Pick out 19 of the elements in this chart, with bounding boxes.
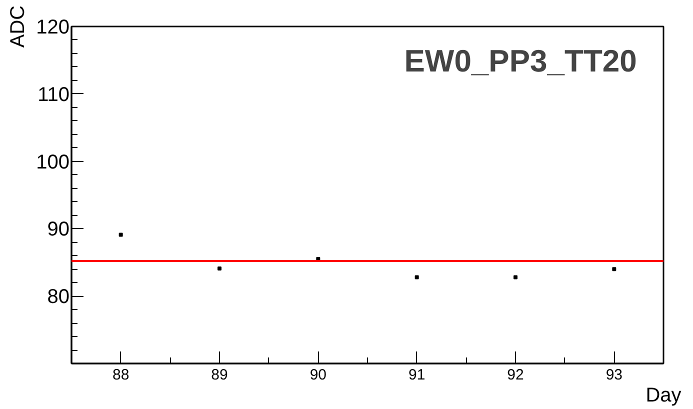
x-tick-label: 88	[112, 366, 130, 384]
point	[612, 267, 616, 272]
x-tick-label: 91	[408, 366, 426, 384]
y-tick-label: 80	[47, 286, 70, 308]
x-axis-title: Day	[646, 384, 682, 406]
text: EW0_PP3_TT20	[404, 43, 637, 78]
y-tick-label: 120	[36, 16, 70, 38]
y-tick-label: 100	[36, 151, 70, 174]
point	[414, 275, 419, 280]
x-tick-label: 90	[310, 366, 327, 384]
point	[514, 275, 518, 280]
y-axis-title: ADC	[7, 5, 30, 48]
point	[118, 232, 123, 237]
x-tick-label: 92	[507, 366, 524, 384]
y-tick-label: 110	[38, 84, 70, 106]
x-tick-label: 93	[606, 366, 623, 384]
point	[218, 266, 222, 270]
x-tick-label: 89	[211, 366, 228, 384]
y-tick-label: 90	[47, 218, 70, 241]
